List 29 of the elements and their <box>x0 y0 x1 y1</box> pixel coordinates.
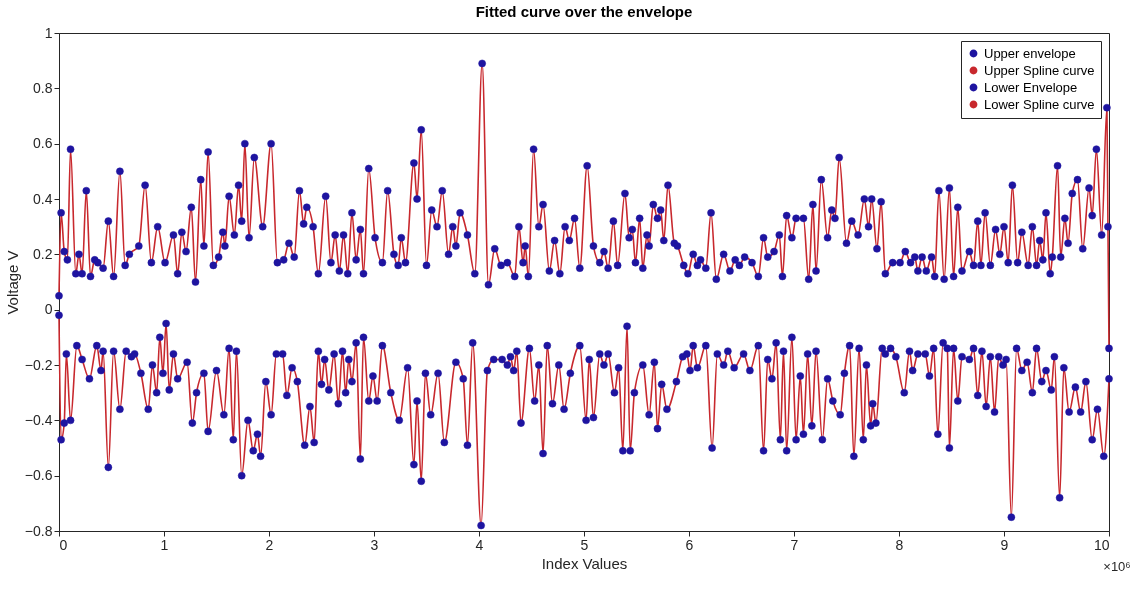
y-tick-label: −0.8 <box>24 522 53 539</box>
x-tick-label: 10 <box>1093 536 1110 553</box>
y-tick-label: 0 <box>44 301 53 318</box>
x-tick-label: 7 <box>790 536 799 553</box>
x-tick-label: 2 <box>265 536 274 553</box>
text: ×10⁶ <box>1103 559 1131 574</box>
y-tick-label: 0.8 <box>33 79 53 96</box>
x-tick-label: 4 <box>475 536 484 553</box>
x-tick-label: 9 <box>1000 536 1009 553</box>
y-tick-label: 1 <box>44 24 53 41</box>
x-tick-label: 6 <box>685 536 694 553</box>
x-tick-label: 3 <box>370 536 379 553</box>
legend-label: Upper Spline curve <box>984 62 1095 78</box>
legend-label: Lower Envelope <box>984 79 1078 95</box>
x-tick-label: 1 <box>160 536 169 553</box>
y-tick-label: −0.2 <box>24 356 53 373</box>
chart-title: Fitted curve over the envelope <box>475 3 693 20</box>
y-axis-title: Voltage V <box>3 250 21 315</box>
y-tick-label: −0.4 <box>24 411 53 428</box>
y-tick-label: −0.6 <box>24 467 53 484</box>
legend-label: Upper envelope <box>984 45 1076 61</box>
y-tick-label: 0.4 <box>33 190 53 207</box>
y-tick-label: 0.2 <box>33 245 53 262</box>
x-tick-label: 5 <box>580 536 589 553</box>
x-tick-label: 0 <box>59 536 68 553</box>
x-tick-label: 8 <box>895 536 904 553</box>
legend-label: Lower Spline curve <box>984 96 1095 112</box>
x-axis-title: Index Values <box>541 554 628 572</box>
y-tick-label: 0.6 <box>33 135 53 152</box>
